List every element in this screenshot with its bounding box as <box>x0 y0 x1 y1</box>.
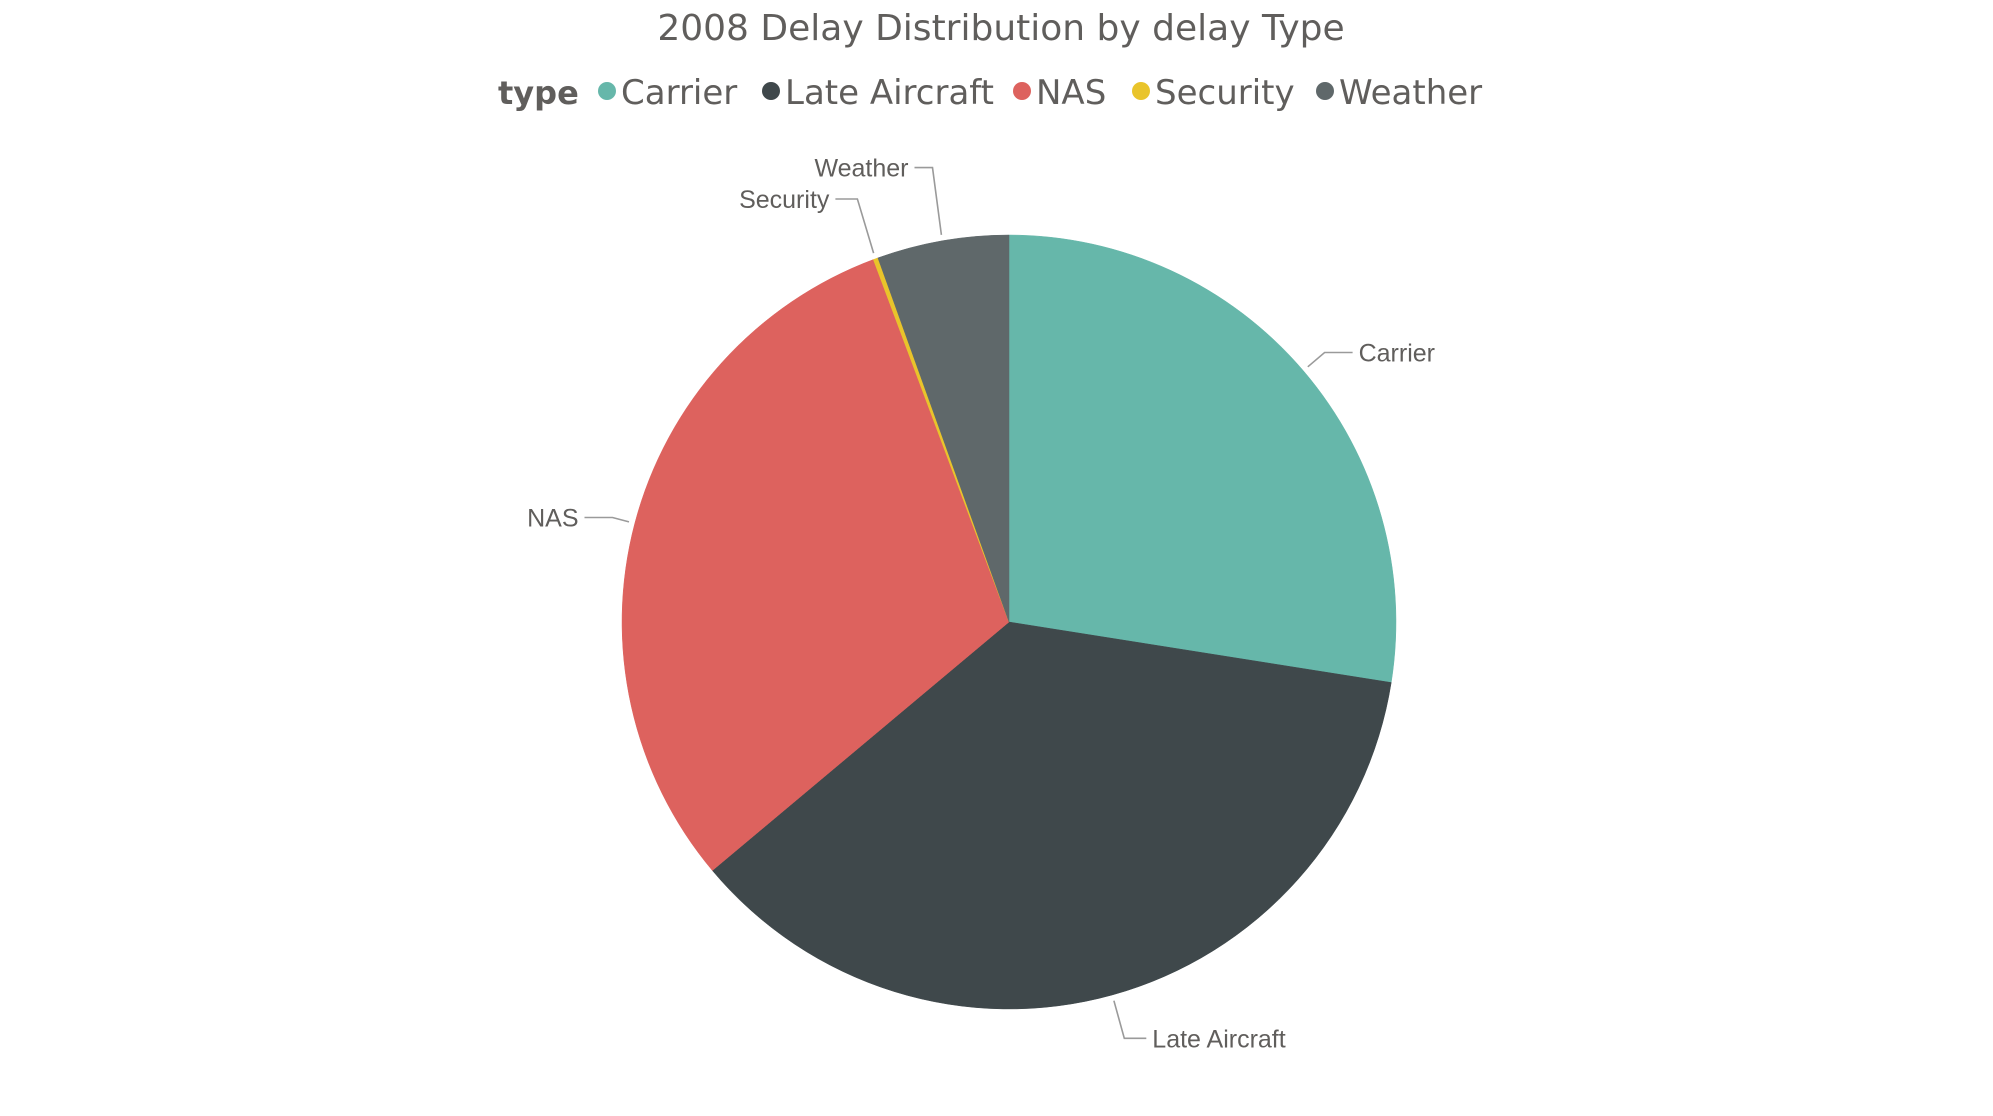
data-label-carrier: Carrier <box>1359 340 1435 368</box>
legend-marker-late-aircraft <box>762 82 780 100</box>
leader-line-nas <box>584 516 630 523</box>
legend-item-security[interactable]: Security <box>1132 73 1295 113</box>
legend-item-carrier[interactable]: Carrier <box>598 73 737 113</box>
legend-marker-security <box>1132 82 1150 100</box>
legend-marker-carrier <box>598 82 616 100</box>
pie-slice-late-aircraft[interactable] <box>712 621 1392 1010</box>
legend-item-late-aircraft[interactable]: Late Aircraft <box>762 73 994 113</box>
pie-slice-nas[interactable] <box>621 259 1010 871</box>
legend-label-weather: Weather <box>1339 73 1482 113</box>
data-label-late-aircraft: Late Aircraft <box>1152 1025 1285 1053</box>
legend: type Carrier Late Aircraft NAS Security Weat… <box>498 73 1482 113</box>
legend-item-weather[interactable]: Weather <box>1316 73 1482 113</box>
legend-label-security: Security <box>1155 73 1295 113</box>
legend-label-nas: NAS <box>1036 73 1106 113</box>
legend-item-nas[interactable]: NAS <box>1013 73 1106 113</box>
legend-marker-weather <box>1316 82 1334 100</box>
chart-title: 2008 Delay Distribution by delay Type <box>657 8 1344 49</box>
pie-slices <box>621 234 1397 1010</box>
data-label-security: Security <box>739 186 830 214</box>
leader-line-security <box>835 198 875 254</box>
legend-label-carrier: Carrier <box>621 73 737 113</box>
data-labels: Carrier Late Aircraft NAS Security Weather <box>527 155 1435 1054</box>
data-label-weather: Weather <box>814 155 908 183</box>
leader-line-late-aircraft <box>1113 1000 1147 1040</box>
legend-title: type <box>498 74 579 112</box>
leader-line-weather <box>914 166 943 236</box>
data-label-nas: NAS <box>527 505 578 533</box>
leader-line-carrier <box>1307 351 1353 368</box>
pie-slice-weather[interactable] <box>877 234 1010 623</box>
legend-marker-nas <box>1013 82 1031 100</box>
legend-label-late-aircraft: Late Aircraft <box>785 73 994 113</box>
pie-slice-carrier[interactable] <box>1008 234 1397 683</box>
